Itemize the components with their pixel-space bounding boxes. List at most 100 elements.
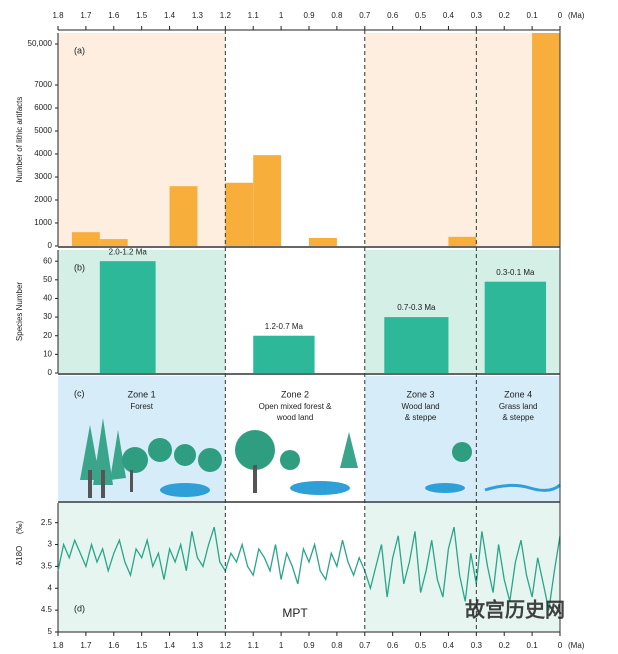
x-tick-label: 0.4 xyxy=(443,11,455,20)
bar xyxy=(225,182,254,246)
x-tick-label: 0.8 xyxy=(331,641,343,650)
y-tick-label: 2.5 xyxy=(41,518,53,527)
annotation: MPT xyxy=(282,606,308,620)
x-tick-label: 1.6 xyxy=(108,11,120,20)
panel-shade xyxy=(364,503,560,632)
y-tick-label: 3.5 xyxy=(41,562,53,571)
bar xyxy=(99,239,128,246)
y-tick-label: 3000 xyxy=(34,172,52,181)
x-tick-label: 1.4 xyxy=(164,641,176,650)
panel-label: (d) xyxy=(74,603,85,613)
x-unit: (Ma) xyxy=(568,641,585,650)
bar-label: 1.2-0.7 Ma xyxy=(265,322,304,331)
x-tick-label: 1.2 xyxy=(220,11,232,20)
bar xyxy=(169,186,198,246)
zone-description: Forest xyxy=(130,402,153,411)
bar xyxy=(71,232,100,246)
panel-label: (c) xyxy=(74,388,85,398)
x-tick-label: 0.3 xyxy=(471,11,483,20)
x-tick-label: 0.7 xyxy=(359,641,371,650)
x-tick-label: 0.2 xyxy=(499,11,511,20)
watermark: 故宫历史网 xyxy=(465,597,565,621)
y-tick-label: 30 xyxy=(43,312,52,321)
x-tick-label: 1 xyxy=(279,11,284,20)
x-tick-label: 1.1 xyxy=(248,11,260,20)
y-tick-label: 4000 xyxy=(34,149,52,158)
bar xyxy=(532,33,560,246)
panel-label: (b) xyxy=(74,262,85,272)
bar-label: 2.0-1.2 Ma xyxy=(109,247,148,256)
panel-label: (a) xyxy=(74,45,85,55)
x-tick-label: 1.5 xyxy=(136,11,148,20)
x-tick-label: 0 xyxy=(558,11,563,20)
x-tick-label: 0.7 xyxy=(359,11,371,20)
x-tick-label: 0.6 xyxy=(387,641,399,650)
x-tick-label: 0.2 xyxy=(499,641,511,650)
y-tick-label: 6000 xyxy=(34,103,52,112)
y-tick-label: 40 xyxy=(43,294,52,303)
bar xyxy=(99,261,156,373)
x-tick-label: 0.5 xyxy=(415,11,427,20)
y-tick-label: 1000 xyxy=(34,218,52,227)
x-tick-label: 1.7 xyxy=(80,641,92,650)
y-axis-label: δ18O xyxy=(15,546,24,566)
x-tick-label: 0.1 xyxy=(527,11,539,20)
x-tick-label: 1.8 xyxy=(52,641,64,650)
y-tick-label: 2000 xyxy=(34,195,52,204)
zone-description: & steppe xyxy=(405,413,437,422)
x-tick-label: 0.9 xyxy=(303,11,315,20)
zone-name: Zone 3 xyxy=(407,389,435,399)
zone-description: Wood land xyxy=(402,402,440,411)
x-tick-label: 1 xyxy=(279,641,284,650)
panel-shade xyxy=(58,33,226,246)
zone-name: Zone 2 xyxy=(281,389,309,399)
landscape-illustrations xyxy=(80,418,562,498)
zone-name: Zone 1 xyxy=(128,389,156,399)
zone-description: wood land xyxy=(276,413,313,422)
bar-label: 0.3-0.1 Ma xyxy=(496,268,535,277)
x-tick-label: 0.4 xyxy=(443,641,455,650)
panel-shade xyxy=(58,376,226,501)
y-tick-label: 0 xyxy=(48,241,53,250)
zone-description: Grass land xyxy=(499,402,538,411)
zone-description: Open mixed forest & xyxy=(259,402,333,411)
bar xyxy=(253,155,282,246)
bar-label: 0.7-0.3 Ma xyxy=(397,303,436,312)
x-tick-label: 1.2 xyxy=(220,641,232,650)
y-tick-label: 4 xyxy=(48,583,53,592)
bar xyxy=(484,281,547,373)
x-tick-label: 0.5 xyxy=(415,641,427,650)
y-axis-unit: (‰) xyxy=(15,521,24,535)
y-tick-label: 50,000 xyxy=(28,39,53,48)
x-tick-label: 1.3 xyxy=(192,11,204,20)
zone-name: Zone 4 xyxy=(504,389,532,399)
x-tick-label: 1.1 xyxy=(248,641,260,650)
bar xyxy=(253,335,315,373)
x-unit: (Ma) xyxy=(568,11,585,20)
x-tick-label: 0.6 xyxy=(387,11,399,20)
y-tick-label: 10 xyxy=(43,349,52,358)
bar xyxy=(448,236,477,246)
bar xyxy=(384,317,449,373)
x-tick-label: 1.6 xyxy=(108,641,120,650)
panel-shade xyxy=(364,376,560,501)
y-axis-label: Number of lithic artifacts xyxy=(15,97,24,183)
bar xyxy=(309,237,337,246)
x-tick-label: 0.9 xyxy=(303,641,315,650)
x-tick-label: 0.3 xyxy=(471,641,483,650)
y-tick-label: 5000 xyxy=(34,126,52,135)
x-tick-label: 0.8 xyxy=(331,11,343,20)
x-tick-label: 1.8 xyxy=(52,11,64,20)
x-tick-label: 0.1 xyxy=(527,641,539,650)
panel-shade xyxy=(364,33,560,246)
y-tick-label: 5 xyxy=(48,627,53,636)
y-tick-label: 50 xyxy=(43,275,52,284)
y-tick-label: 20 xyxy=(43,331,52,340)
x-tick-label: 1.3 xyxy=(192,641,204,650)
x-tick-label: 1.4 xyxy=(164,11,176,20)
y-tick-label: 3 xyxy=(48,540,53,549)
y-tick-label: 0 xyxy=(48,368,53,377)
y-tick-label: 4.5 xyxy=(41,605,53,614)
y-tick-label: 60 xyxy=(43,256,52,265)
